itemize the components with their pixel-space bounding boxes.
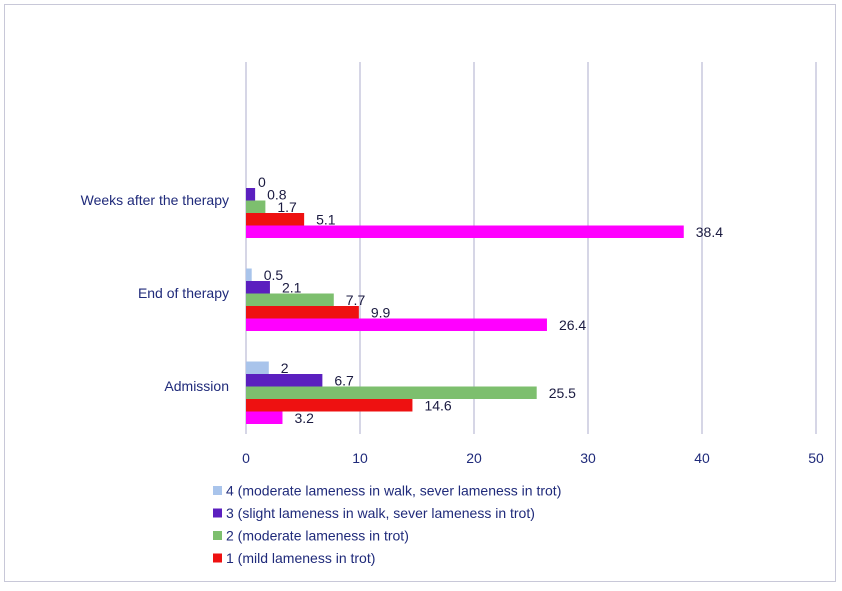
category-label: End of therapy [138,285,229,301]
legend-entry: 3 (slight lameness in walk, sever lamene… [226,505,535,521]
axes: 0 10 20 30 40 50 Admission End of therapy Weeks … [81,192,824,466]
x-tick-label: 40 [694,450,710,466]
legend: 4 (moderate lameness in walk, sever lame… [213,483,561,566]
x-tick-label: 30 [580,450,596,466]
x-tick-label: 0 [242,450,250,466]
data-label: 0.8 [267,186,287,202]
grid-lines [245,62,817,434]
chart-frame [4,4,836,582]
bar [246,200,266,213]
bar [246,399,413,412]
legend-swatch [213,531,222,540]
legend-entry: 4 (moderate lameness in walk, sever lame… [226,483,561,499]
x-tick-label: 50 [808,450,824,466]
data-label: 0.5 [264,267,284,283]
bar [246,411,283,424]
x-tick-label: 10 [352,450,368,466]
data-label: 0 [258,174,266,190]
bar [246,293,334,306]
data-label: 3.2 [294,410,314,426]
bars [246,188,684,424]
legend-entry: 1 (mild lameness in trot) [226,550,375,566]
bar [246,225,684,238]
bar [246,281,270,294]
data-label: 38.4 [696,224,723,240]
bar [246,374,323,387]
category-label: Weeks after the therapy [81,192,229,208]
x-tick-label: 20 [466,450,482,466]
data-labels: 2 6.7 25.5 14.6 3.2 0.52.1 7.7 9.9 26.4 00.81.7 5.… [258,174,723,426]
bar [246,386,537,399]
data-label: 2.1 [282,279,302,295]
data-label: 14.6 [424,397,451,413]
data-label: 2 [281,360,289,376]
bar [246,188,256,201]
data-label: 26.4 [559,317,586,333]
data-label: 6.7 [334,372,354,388]
data-label: 1.7 [277,199,297,215]
legend-swatch [213,486,222,495]
bar [246,318,547,331]
data-label: 7.7 [346,292,366,308]
bar [246,361,269,374]
data-label: 9.9 [371,304,391,320]
bar [246,213,305,226]
legend-swatch [213,508,222,518]
legend-swatch [213,553,222,563]
data-label: 25.5 [549,385,576,401]
bar [246,268,252,281]
category-label: Admission [164,378,229,394]
data-label: 5.1 [316,211,336,227]
legend-entry: 2 (moderate lameness in trot) [226,528,409,544]
bar [246,306,359,319]
